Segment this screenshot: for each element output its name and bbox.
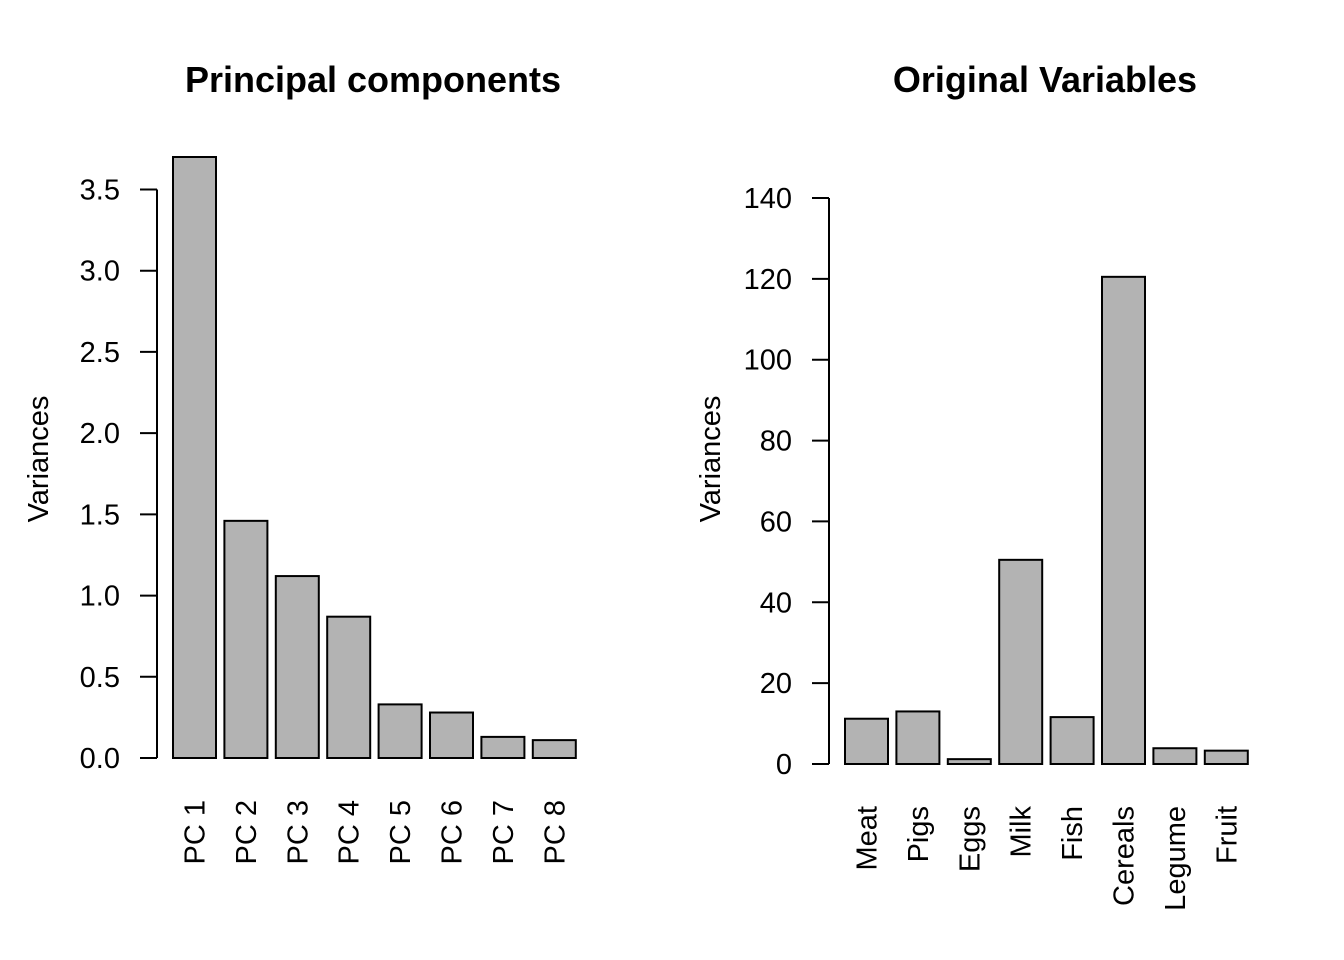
x-tick-label: PC 6 <box>437 800 469 864</box>
x-tick-label: Milk <box>1006 806 1038 858</box>
y-tick-label: 1.5 <box>80 499 120 531</box>
x-tick-label: PC 7 <box>488 800 520 864</box>
bar-fish <box>1049 716 1095 765</box>
x-tick-label: Meat <box>852 806 884 870</box>
bar-cereals <box>1101 275 1146 765</box>
bar-meat <box>844 717 889 765</box>
x-tick-label: Eggs <box>954 806 986 872</box>
y-tick-label: 0.0 <box>80 743 120 775</box>
x-tick-label: Pigs <box>903 806 935 862</box>
x-tick-label: Cereals <box>1109 806 1141 906</box>
y-tick-label: 2.0 <box>80 418 120 450</box>
y-tick-label: 3.0 <box>80 256 120 288</box>
y-tick-label: 120 <box>744 264 792 296</box>
bar-pc-7 <box>480 735 526 760</box>
x-tick-label: PC 3 <box>282 800 314 864</box>
y-axis-label: Variances <box>695 396 727 523</box>
x-tick-label: Fish <box>1057 806 1089 861</box>
y-tick-label: 0 <box>776 749 792 781</box>
y-axis: 0 20 40 60 80 100 120 140 <box>744 183 830 781</box>
bar-eggs <box>946 758 992 765</box>
y-tick-label: 140 <box>744 183 792 215</box>
x-tick-label: PC 4 <box>334 800 366 864</box>
bar-pc-8 <box>531 739 577 760</box>
bar-pc-5 <box>377 703 423 759</box>
y-tick-label: 0.5 <box>80 662 120 694</box>
x-axis-categories: PC 1 PC 2 PC 3 PC 4 PC 5 PC 6 PC 7 PC 8 <box>180 800 572 864</box>
bars <box>172 156 577 760</box>
panel-original-variables: Original Variables Variances 0 20 40 60 80 10… <box>695 59 1249 911</box>
x-tick-label: PC 2 <box>231 800 263 864</box>
bar-milk <box>998 558 1044 765</box>
y-tick-label: 100 <box>744 345 792 377</box>
y-tick-label: 80 <box>760 426 792 458</box>
bar-pc-1 <box>172 156 217 759</box>
bar-fruit <box>1203 749 1249 765</box>
chart-title: Original Variables <box>893 59 1197 100</box>
x-tick-label: Legume <box>1160 806 1192 911</box>
bar-pc-2 <box>223 519 269 759</box>
y-tick-label: 1.0 <box>80 581 120 613</box>
y-tick-label: 60 <box>760 506 792 538</box>
x-axis-categories: Meat Pigs Eggs Milk Fish Cereals Legume Fruit <box>852 806 1244 911</box>
y-tick-label: 2.5 <box>80 337 120 369</box>
bars <box>844 275 1249 766</box>
x-tick-label: PC 1 <box>180 800 212 864</box>
bar-legume <box>1152 747 1198 765</box>
y-tick-label: 20 <box>760 668 792 700</box>
bar-pigs <box>895 710 941 766</box>
x-tick-label: PC 5 <box>385 800 417 864</box>
y-axis-label: Variances <box>23 396 55 523</box>
x-tick-label: Fruit <box>1211 806 1243 864</box>
y-tick-label: 3.5 <box>80 174 120 206</box>
bar-pc-3 <box>274 575 320 760</box>
y-axis: 0.0 0.5 1.0 1.5 2.0 2.5 3.0 3.5 <box>80 174 158 775</box>
chart-title: Principal components <box>185 59 561 100</box>
panel-principal-components: Principal components Variances 0.0 0.5 1.0… <box>23 59 577 864</box>
y-tick-label: 40 <box>760 587 792 619</box>
x-tick-label: PC 8 <box>539 800 571 864</box>
bar-pc-6 <box>429 711 474 759</box>
bar-pc-4 <box>326 615 372 759</box>
